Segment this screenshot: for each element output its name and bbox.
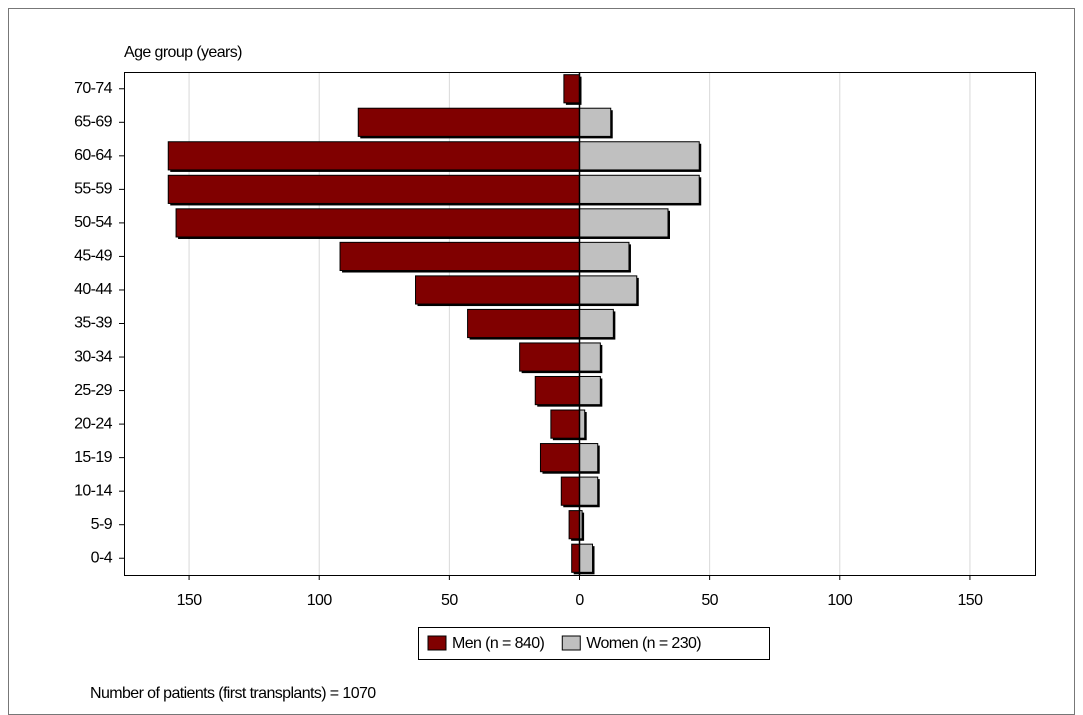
y-tick-label: 25-29 — [74, 382, 113, 399]
bar-women — [579, 141, 700, 171]
bar-women — [579, 375, 601, 406]
y-tick-label: 20-24 — [74, 415, 113, 432]
bar-men — [560, 476, 581, 506]
legend-swatch — [427, 635, 447, 651]
bar-men — [167, 174, 580, 204]
x-tick-label: 150 — [177, 592, 203, 609]
bar-women — [579, 342, 601, 372]
bar-women — [579, 476, 599, 506]
annotation: Number of patients (first transplants) =… — [90, 685, 376, 702]
x-tick-label: 50 — [701, 592, 718, 609]
y-tick-label: 55-59 — [74, 181, 113, 198]
x-tick-label: 100 — [827, 592, 853, 609]
bar-men — [175, 208, 581, 238]
bar-women — [579, 543, 594, 573]
y-axis-title: Age group (years) — [124, 44, 242, 61]
x-tick-label: 50 — [441, 592, 458, 609]
bar-men — [519, 342, 580, 372]
legend: Men (n = 840) Women (n = 230) — [418, 627, 770, 660]
x-tick-label: 0 — [575, 592, 584, 609]
bar-men — [357, 107, 580, 137]
y-tick-label: 70-74 — [74, 80, 113, 97]
bar-women — [579, 275, 638, 305]
y-tick-label: 35-39 — [74, 315, 113, 332]
bar-men — [571, 543, 580, 573]
bar-men — [534, 375, 580, 406]
y-tick-label: 45-49 — [74, 248, 113, 265]
bar-women — [579, 409, 586, 439]
bar-women — [579, 107, 612, 137]
x-tick-label: 100 — [307, 592, 333, 609]
y-tick-label: 5-9 — [91, 516, 113, 533]
y-tick-label: 0-4 — [91, 549, 113, 566]
y-tick-label: 10-14 — [74, 482, 113, 499]
bar-women — [579, 174, 700, 204]
x-tick-label: 150 — [957, 592, 983, 609]
y-tick-label: 30-34 — [74, 348, 113, 365]
bar-shadow — [581, 512, 585, 541]
legend-swatch — [561, 635, 581, 651]
bar-men — [467, 308, 581, 339]
y-tick-label: 40-44 — [74, 281, 113, 298]
y-tick-label: 60-64 — [74, 147, 113, 164]
bar-men — [568, 510, 580, 540]
bar-men — [550, 409, 581, 439]
legend-box — [418, 627, 770, 660]
bar-women — [579, 241, 630, 272]
bar-women — [579, 308, 614, 339]
bar-men — [415, 275, 580, 305]
y-tick-label: 50-54 — [74, 214, 113, 231]
bar-men — [339, 241, 580, 272]
bar-men — [563, 74, 581, 104]
bar-men — [539, 443, 581, 473]
bar-women — [579, 208, 669, 238]
bar-women — [579, 443, 599, 473]
bar-men — [167, 141, 580, 171]
y-tick-label: 15-19 — [74, 449, 113, 466]
y-tick-label: 65-69 — [74, 114, 113, 131]
legend-label: Women (n = 230) — [586, 635, 701, 652]
legend-label: Men (n = 840) — [452, 635, 545, 652]
